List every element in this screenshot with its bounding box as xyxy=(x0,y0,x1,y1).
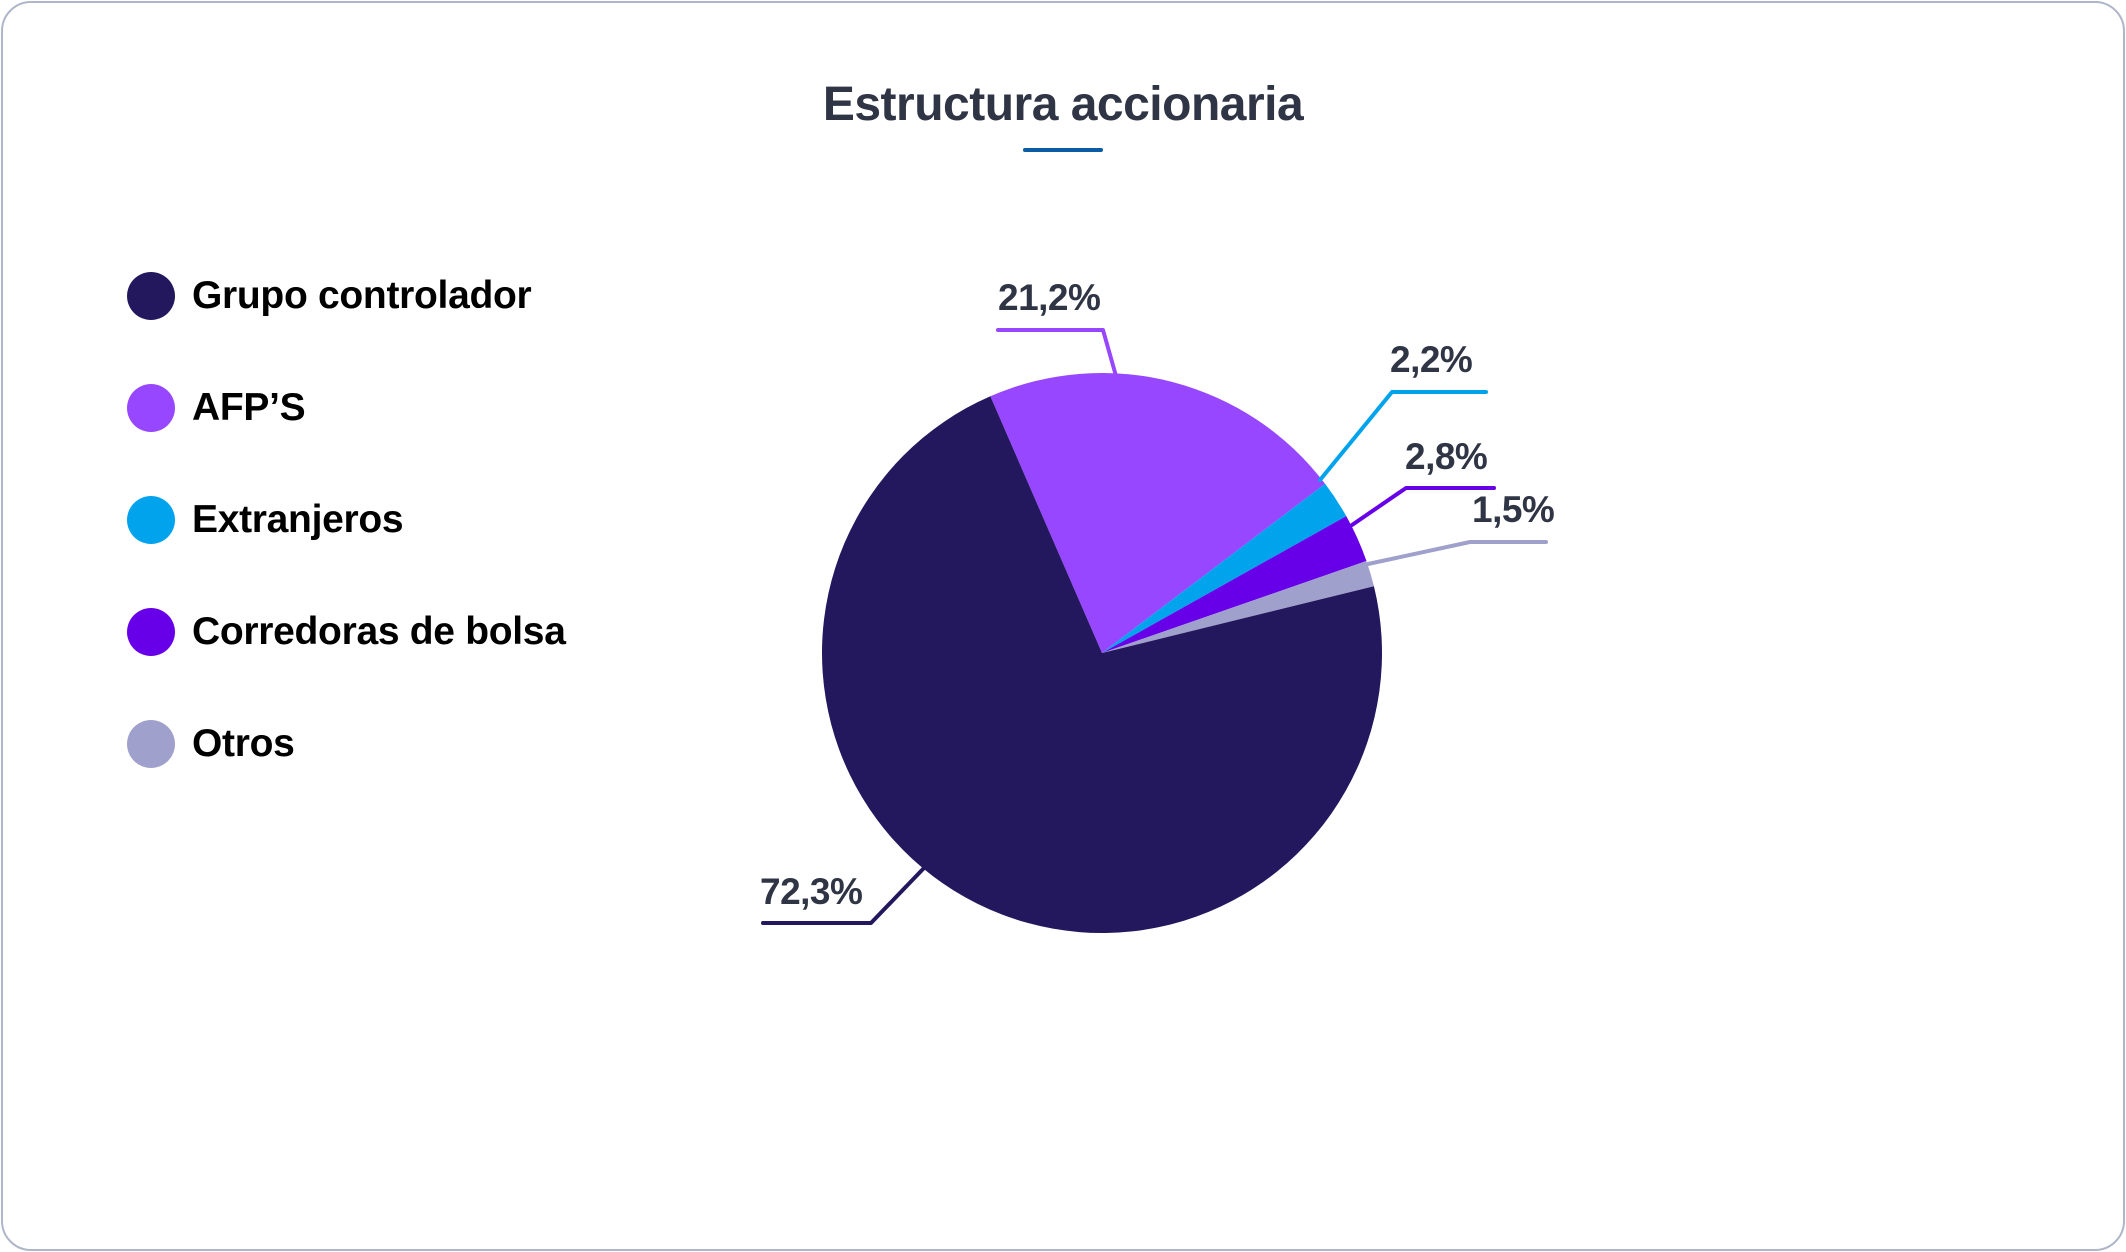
pie-slice-afp-s xyxy=(990,372,1326,653)
leader-line-grupo xyxy=(761,866,926,925)
leader-line-extranjeros xyxy=(1318,390,1488,482)
value-label-extranjeros: 2,2% xyxy=(1390,339,1472,380)
legend-item-otros: Otros xyxy=(127,720,295,768)
leader-line-corredoras xyxy=(1350,486,1496,527)
leader-line-otros xyxy=(1366,540,1548,566)
legend-dot-icon xyxy=(127,608,175,656)
legend-label: Otros xyxy=(192,722,295,765)
value-label-grupo: 72,3% xyxy=(760,871,862,912)
legend-item-grupo-controlador: Grupo controlador xyxy=(127,272,532,320)
legend-label: Corredoras de bolsa xyxy=(192,610,566,653)
chart-title: Estructura accionaria xyxy=(822,78,1304,131)
legend-dot-icon xyxy=(127,720,175,768)
value-label-afps: 21,2% xyxy=(998,277,1100,318)
pie-slice-corredoras-de-bolsa xyxy=(1102,516,1367,653)
pie-slice-grupo-controlador xyxy=(821,396,1382,933)
legend-label: Grupo controlador xyxy=(192,274,532,317)
pie-slice-otros xyxy=(1102,561,1374,653)
leader-line-afps xyxy=(996,328,1118,378)
value-label-corredoras: 2,8% xyxy=(1405,436,1487,477)
legend-label: AFP’S xyxy=(192,386,306,429)
value-label-otros: 1,5% xyxy=(1472,489,1554,530)
title-underline xyxy=(1023,148,1103,152)
legend-dot-icon xyxy=(127,272,175,320)
legend-dot-icon xyxy=(127,496,175,544)
legend-item-extranjeros: Extranjeros xyxy=(127,496,404,544)
pie-slices xyxy=(821,372,1382,933)
legend-label: Extranjeros xyxy=(192,498,404,541)
legend-item-afps: AFP’S xyxy=(127,384,306,432)
legend-dot-icon xyxy=(127,384,175,432)
legend-item-corredoras-de-bolsa: Corredoras de bolsa xyxy=(127,608,566,656)
pie-slice-extranjeros xyxy=(1102,483,1347,653)
